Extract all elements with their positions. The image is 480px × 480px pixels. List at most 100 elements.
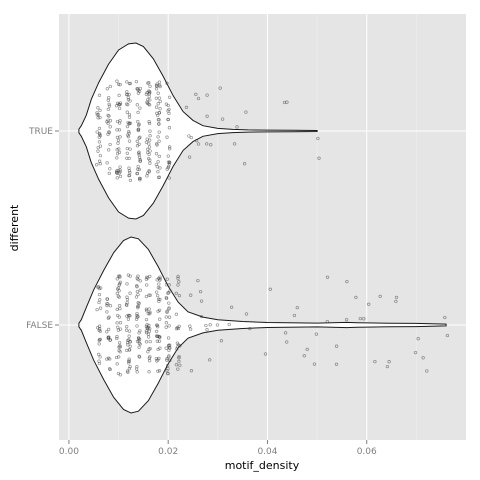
data-point bbox=[98, 153, 103, 158]
data-point bbox=[147, 89, 152, 94]
data-point bbox=[166, 103, 170, 108]
data-point bbox=[97, 126, 102, 131]
data-point bbox=[362, 317, 366, 321]
data-point bbox=[127, 329, 132, 333]
data-point bbox=[157, 356, 161, 361]
data-point bbox=[208, 358, 212, 362]
data-point bbox=[344, 317, 349, 322]
data-point bbox=[147, 170, 151, 174]
data-point bbox=[144, 277, 149, 281]
data-point bbox=[125, 282, 129, 286]
data-point bbox=[147, 152, 151, 157]
data-point bbox=[164, 346, 168, 350]
data-point bbox=[127, 348, 132, 352]
data-point bbox=[97, 342, 101, 346]
data-point bbox=[156, 369, 160, 373]
data-point bbox=[157, 130, 161, 134]
data-point bbox=[155, 339, 160, 343]
data-point bbox=[198, 289, 203, 294]
data-point bbox=[137, 167, 141, 172]
data-point bbox=[138, 135, 142, 139]
data-point bbox=[394, 295, 399, 300]
data-point bbox=[305, 347, 309, 352]
data-point bbox=[205, 93, 209, 97]
data-point bbox=[144, 329, 149, 333]
data-point bbox=[194, 92, 198, 97]
data-point bbox=[168, 147, 172, 151]
data-point bbox=[199, 299, 204, 303]
data-point bbox=[137, 337, 142, 341]
data-point bbox=[174, 363, 179, 367]
data-point bbox=[156, 334, 160, 338]
data-point bbox=[128, 344, 132, 348]
data-point bbox=[138, 158, 142, 162]
data-point bbox=[128, 274, 132, 278]
data-point bbox=[167, 315, 172, 319]
data-point bbox=[166, 117, 170, 122]
data-point bbox=[96, 149, 100, 153]
data-point bbox=[125, 92, 129, 97]
data-point bbox=[445, 333, 450, 338]
data-point bbox=[105, 161, 109, 165]
data-point bbox=[144, 309, 149, 313]
data-point bbox=[157, 111, 162, 115]
data-point bbox=[354, 295, 358, 300]
data-point bbox=[107, 104, 112, 108]
data-point bbox=[215, 323, 220, 327]
data-point bbox=[127, 156, 131, 161]
data-point bbox=[118, 168, 122, 172]
data-point bbox=[135, 315, 139, 319]
data-point bbox=[135, 370, 139, 374]
data-point bbox=[158, 83, 162, 88]
data-point bbox=[147, 323, 151, 328]
data-point bbox=[125, 324, 129, 329]
data-point bbox=[135, 139, 139, 143]
data-point bbox=[148, 293, 152, 297]
data-point bbox=[157, 139, 161, 143]
data-point bbox=[147, 329, 152, 333]
data-point bbox=[127, 115, 132, 119]
data-point bbox=[118, 135, 122, 139]
data-point bbox=[95, 111, 99, 115]
data-point bbox=[176, 343, 181, 347]
data-point bbox=[115, 79, 119, 83]
data-point bbox=[157, 154, 161, 159]
data-point bbox=[158, 99, 162, 104]
data-point bbox=[156, 347, 160, 352]
data-point bbox=[166, 371, 170, 376]
data-point bbox=[116, 294, 120, 298]
data-point bbox=[148, 274, 152, 279]
data-point bbox=[156, 309, 160, 313]
data-point bbox=[107, 327, 111, 332]
data-point bbox=[295, 305, 299, 310]
data-point bbox=[317, 156, 321, 160]
data-point bbox=[108, 304, 113, 308]
data-point bbox=[124, 328, 129, 332]
data-point bbox=[155, 293, 160, 298]
data-point bbox=[168, 358, 172, 363]
data-point bbox=[106, 336, 110, 340]
data-point bbox=[115, 156, 119, 160]
data-point bbox=[98, 306, 103, 310]
data-point bbox=[156, 160, 160, 164]
data-point bbox=[416, 337, 420, 341]
data-point bbox=[184, 105, 189, 110]
data-point bbox=[168, 289, 172, 293]
data-point bbox=[146, 147, 150, 151]
data-point bbox=[157, 80, 162, 84]
data-point bbox=[155, 143, 159, 147]
data-point bbox=[158, 317, 162, 321]
data-point bbox=[116, 286, 120, 290]
data-point bbox=[97, 159, 102, 163]
data-point bbox=[97, 352, 101, 357]
data-point bbox=[137, 331, 141, 335]
data-point bbox=[148, 347, 152, 351]
violin-false bbox=[78, 236, 447, 414]
data-point bbox=[125, 348, 129, 353]
data-point bbox=[177, 359, 181, 364]
data-point bbox=[127, 359, 131, 363]
data-point bbox=[156, 118, 161, 122]
data-point bbox=[116, 325, 120, 329]
data-point bbox=[118, 102, 122, 107]
